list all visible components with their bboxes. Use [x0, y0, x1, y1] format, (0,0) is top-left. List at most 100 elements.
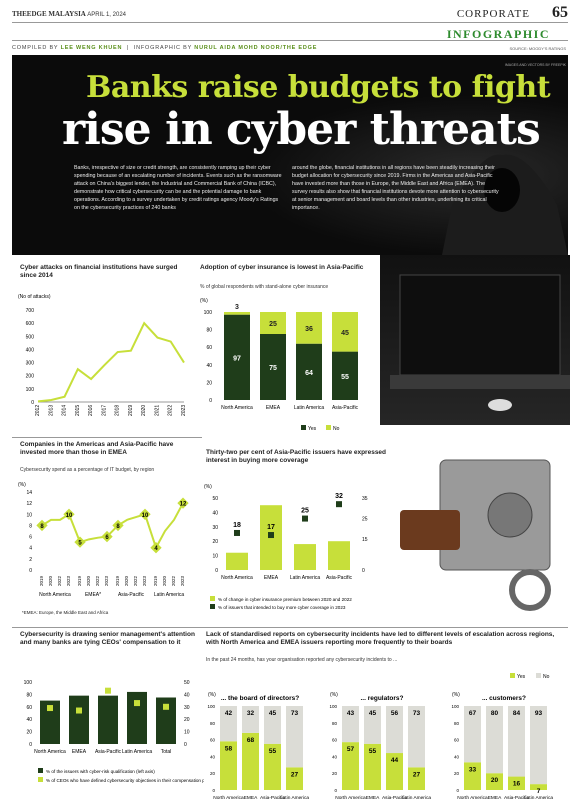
bar-yes: [486, 773, 503, 790]
x-tick-label: North America: [221, 405, 253, 411]
bar-cyber-qualification: [156, 697, 176, 744]
bar-yes: [220, 741, 237, 790]
data-label: 45: [341, 330, 349, 337]
bar-yes: [408, 767, 425, 790]
series-line: [37, 321, 185, 403]
chart-attacks: (No of attacks) 0 100 200 300 400 500 600 700 201…: [18, 294, 187, 416]
y-tick-label: 80: [210, 721, 216, 726]
x-tick-label: EMEA: [366, 795, 380, 801]
x-tick-label: 2020: [86, 575, 91, 586]
y-tick-label: 10: [26, 512, 32, 518]
y-axis-label: (%): [452, 692, 460, 698]
chart2-subtitle: % of global respondents with stand-alone…: [200, 284, 329, 290]
y-tick-label: 600: [26, 321, 35, 327]
point-marker: [302, 515, 308, 522]
y-tick-label: 0: [456, 788, 459, 793]
bar-no: [264, 706, 281, 744]
x-tick-label: Total: [161, 749, 172, 755]
x-tick-label: 2022: [95, 575, 100, 586]
legend-label: Yes: [517, 674, 526, 680]
y-tick-label: 40: [454, 754, 460, 759]
x-tick-label: Latin America: [402, 795, 431, 801]
y-tick-label: 60: [206, 345, 212, 351]
legend-label: % of the issuers with cyber-risk qualifi…: [46, 769, 155, 774]
bar-yes: [464, 762, 481, 790]
bar-no: [332, 312, 358, 352]
x-tick-label: 2019: [77, 575, 82, 586]
y-tick-label: 60: [454, 738, 460, 743]
y-tick-label: 0: [215, 568, 218, 574]
x-tick-label: 2014: [62, 405, 68, 416]
x-tick-label: 2020: [162, 575, 167, 586]
bar-yes: [342, 742, 359, 790]
legend-swatch: [210, 596, 215, 601]
y-tick-label: 40: [26, 717, 32, 723]
y2-tick-label: 20: [184, 717, 190, 723]
data-label: 36: [305, 326, 313, 333]
data-label: 5: [78, 541, 82, 547]
bar-yes: [364, 743, 381, 790]
y-tick-label: 100: [24, 680, 33, 686]
data-label: 7: [537, 788, 541, 795]
data-label: 58: [225, 745, 233, 752]
data-label: 84: [513, 710, 521, 717]
data-label: 18: [233, 522, 241, 529]
y2-tick-label: 10: [184, 730, 190, 736]
y-tick-label: 80: [332, 721, 338, 726]
x-tick-label: 2022: [57, 575, 62, 586]
bar-cyber-qualification: [98, 695, 118, 744]
bar-yes: [508, 776, 525, 790]
chart6-title: Lack of standardised reports on cybersec…: [206, 631, 555, 647]
x-tick-label: Asia-Pacific: [504, 795, 530, 801]
chart-insurance-adoption: (%) 0 20 40 60 80 100 97 3 North America 75 25 EMEA 6…: [200, 298, 359, 432]
hacker-illustration: [12, 55, 568, 255]
data-label: 33: [469, 766, 477, 773]
legend-swatch: [38, 777, 43, 782]
x-tick-label: Latin America: [294, 405, 325, 411]
publication: THEEDGE MALAYSIA: [12, 10, 86, 18]
point-marker: [47, 705, 53, 712]
x-tick-label: EMEA: [72, 749, 87, 755]
bar-no: [530, 706, 547, 785]
headline-line-2: rise in cyber threats: [62, 104, 541, 155]
data-label: 10: [142, 513, 149, 519]
y-tick-label: 4: [29, 546, 32, 552]
data-label: 27: [413, 771, 421, 778]
laptop-icon: [390, 274, 570, 411]
y-tick-label: 6: [29, 535, 32, 541]
x-tick-label: 2016: [88, 405, 94, 416]
data-label: 75: [269, 365, 277, 372]
y-tick-label: 40: [212, 510, 218, 516]
source-note: SOURCE: MOODY'S RATINGS: [509, 46, 566, 51]
data-label: 16: [513, 781, 521, 788]
chart-incident-reporting: Yes No (%) ... the board of directors? 0 20 40…: [207, 673, 553, 801]
data-label: 44: [391, 757, 399, 764]
point-marker: [105, 687, 111, 694]
legend-label: No: [333, 426, 340, 432]
x-tick-label: 2019: [128, 405, 134, 416]
legend-swatch: [210, 604, 215, 609]
y-tick-label: 400: [26, 347, 35, 353]
data-label: 3: [235, 304, 239, 311]
y-tick-label: 20: [212, 539, 218, 545]
x-tick-label: Asia-Pacific: [95, 749, 122, 755]
x-tick-label: EMEA: [264, 575, 279, 581]
data-label: 67: [469, 710, 477, 717]
x-tick-label: North America: [457, 795, 488, 801]
legend-swatch: [510, 673, 515, 678]
data-label: 68: [247, 737, 255, 744]
y-tick-label: 500: [26, 334, 35, 340]
x-tick-label: 2022: [171, 575, 176, 586]
y-tick-label: 200: [26, 374, 35, 380]
x-tick-label: Latin America: [524, 795, 553, 801]
x-tick-label: North America: [335, 795, 366, 801]
data-label: 32: [335, 493, 343, 500]
data-label: 25: [301, 508, 309, 515]
divider: [12, 627, 568, 628]
section-name: CORPORATE: [456, 8, 530, 20]
masthead: THEEDGE MALAYSIA APRIL 1, 2024: [12, 10, 126, 18]
chart2-title: Adoption of cyber insurance is lowest in…: [200, 264, 364, 271]
x-tick-label: 2023: [181, 405, 187, 416]
bar-yes: [530, 784, 547, 790]
y-tick-label: 0: [31, 400, 34, 406]
